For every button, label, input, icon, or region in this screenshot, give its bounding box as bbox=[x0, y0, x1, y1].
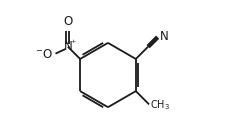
Text: CH$_3$: CH$_3$ bbox=[149, 98, 169, 112]
Text: N: N bbox=[159, 30, 168, 43]
Text: O: O bbox=[63, 15, 72, 28]
Text: N: N bbox=[63, 40, 72, 53]
Text: $^{-}$O: $^{-}$O bbox=[35, 48, 53, 61]
Text: +: + bbox=[70, 39, 76, 44]
